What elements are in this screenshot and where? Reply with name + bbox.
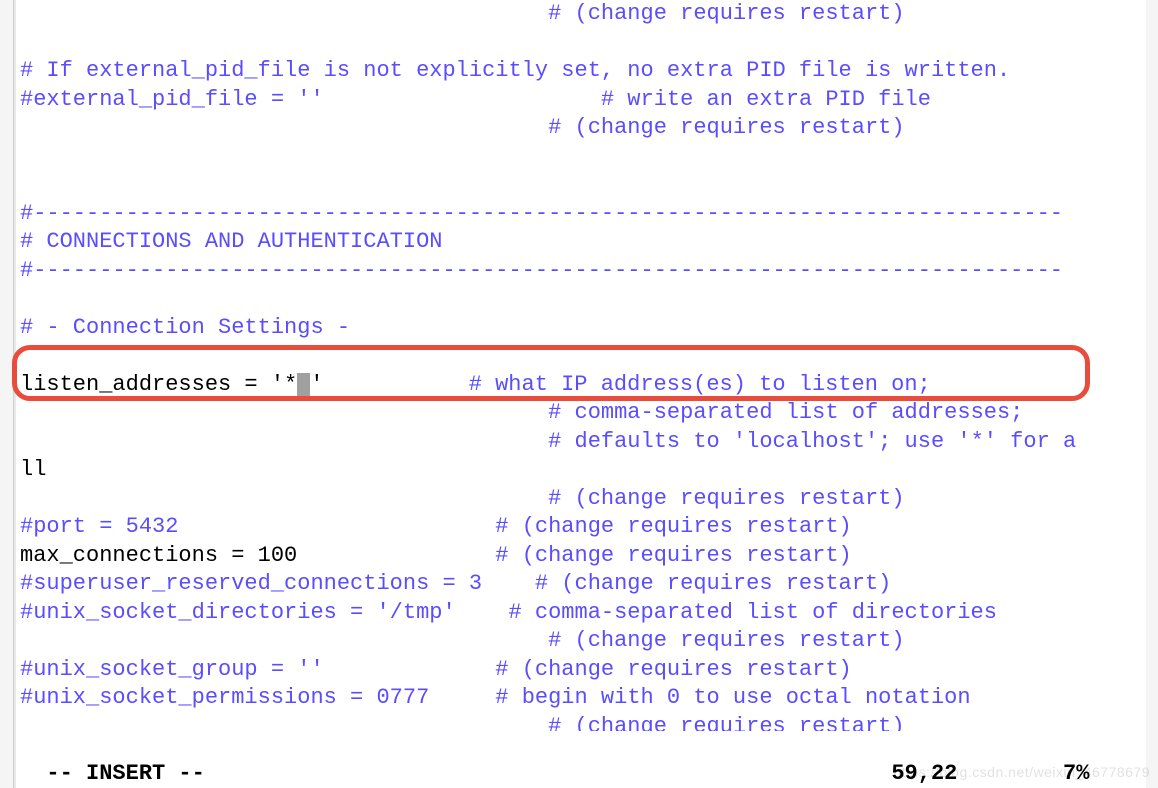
code-line	[20, 29, 1142, 58]
code-line	[20, 171, 1142, 200]
code-line: # (change requires restart)	[20, 114, 1142, 143]
code-line: #unix_socket_group = '' # (change requir…	[20, 656, 1142, 685]
vim-mode: -- INSERT --	[46, 761, 204, 786]
code-line: #unix_socket_permissions = 0777 # begin …	[20, 684, 1142, 713]
code-line: # CONNECTIONS AND AUTHENTICATION	[20, 228, 1142, 257]
code-line: #external_pid_file = '' # write an extra…	[20, 86, 1142, 115]
left-gutter	[0, 0, 14, 788]
code-line: # - Connection Settings -	[20, 314, 1142, 343]
code-line: max_connections = 100 # (change requires…	[20, 542, 1142, 571]
code-line: #port = 5432 # (change requires restart)	[20, 513, 1142, 542]
code-line: #superuser_reserved_connections = 3 # (c…	[20, 570, 1142, 599]
code-line	[20, 143, 1142, 172]
code-line: ll	[20, 456, 1142, 485]
text-cursor	[297, 373, 310, 399]
right-gutter	[1146, 0, 1158, 788]
code-line: #unix_socket_directories = '/tmp' # comm…	[20, 599, 1142, 628]
code-line: # defaults to 'localhost'; use '*' for a	[20, 428, 1142, 457]
code-line: # (change requires restart)	[20, 627, 1142, 656]
code-line: listen_addresses = '*' # what IP address…	[20, 371, 1142, 400]
code-line	[20, 285, 1142, 314]
code-line: #---------------------------------------…	[20, 257, 1142, 286]
status-spacer	[205, 761, 892, 786]
code-line: # comma-separated list of addresses;	[20, 399, 1142, 428]
code-line: #---------------------------------------…	[20, 200, 1142, 229]
code-editor[interactable]: # (change requires restart) # If externa…	[16, 0, 1146, 788]
code-line: # (change requires restart)	[20, 0, 1142, 29]
code-line: # (change requires restart)	[20, 485, 1142, 514]
watermark: https://blog.csdn.net/weixin_46778679	[893, 758, 1150, 787]
code-line	[20, 342, 1142, 371]
code-line: # If external_pid_file is not explicitly…	[20, 57, 1142, 86]
